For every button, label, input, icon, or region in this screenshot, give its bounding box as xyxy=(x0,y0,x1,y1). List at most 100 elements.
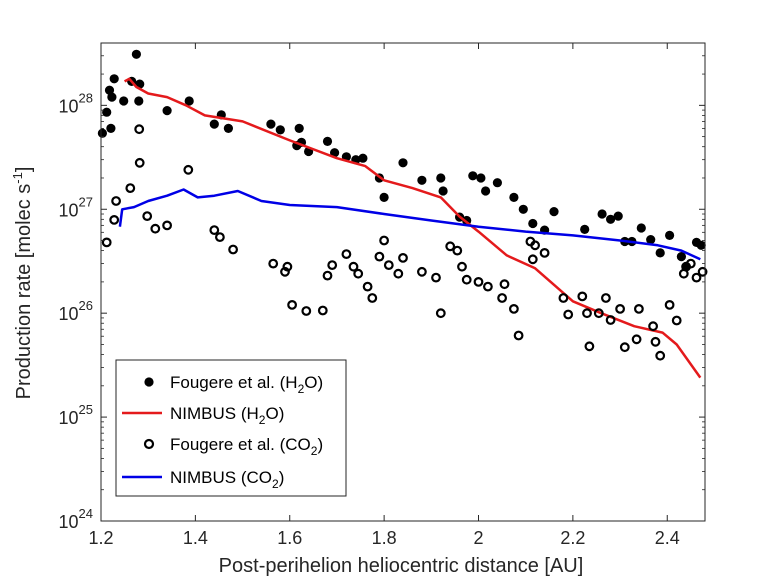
data-point-s0-38 xyxy=(492,178,502,188)
y-tick-label: 1026 xyxy=(59,298,94,324)
data-point-s0-8 xyxy=(131,49,141,59)
data-point-s0-40 xyxy=(518,204,528,214)
legend-label-h2o-model: NIMBUS (H2O) xyxy=(170,404,284,427)
y-tick-label: 1024 xyxy=(59,506,94,532)
y-tick-label: 1027 xyxy=(59,194,94,220)
legend-marker-h2o-obs xyxy=(144,377,154,387)
y-tick-label-exponent: 26 xyxy=(79,298,93,313)
legend-label-co2-model-end: ) xyxy=(279,468,285,487)
data-point-s2-60 xyxy=(648,321,658,332)
y-tick-label-base: 10 xyxy=(59,512,79,532)
data-point-s2-15 xyxy=(282,261,293,272)
data-point-s0-57 xyxy=(696,240,706,250)
data-point-s2-17 xyxy=(301,306,312,316)
data-point-s0-5 xyxy=(109,74,119,84)
data-point-s2-51 xyxy=(582,308,592,319)
data-point-s2-22 xyxy=(348,261,359,272)
y-axis-label: Production rate [molec s-1] xyxy=(10,167,35,400)
data-point-s2-61 xyxy=(650,336,661,347)
plot-area xyxy=(97,49,708,379)
data-point-s2-31 xyxy=(417,266,427,277)
data-point-s2-69 xyxy=(697,266,708,277)
legend-label-co2-obs-main: Fougere et al. (CO xyxy=(170,435,311,454)
data-point-s2-50 xyxy=(577,291,588,302)
data-point-s0-17 xyxy=(275,125,285,135)
data-point-s2-13 xyxy=(268,258,279,269)
data-point-s2-32 xyxy=(431,272,441,283)
data-point-s0-23 xyxy=(330,148,340,158)
data-point-s2-42 xyxy=(509,304,519,314)
legend-label-h2o-obs-sub: 2 xyxy=(298,382,305,396)
y-tick-label-exponent: 24 xyxy=(79,506,93,521)
data-point-s0-22 xyxy=(322,136,333,146)
y-tick-label-base: 10 xyxy=(59,96,79,116)
data-point-s0-43 xyxy=(549,207,559,217)
data-point-s0-44 xyxy=(580,224,590,234)
data-point-s0-28 xyxy=(379,192,389,202)
y-tick-label: 1025 xyxy=(59,402,94,428)
data-point-s2-12 xyxy=(228,244,239,255)
data-point-s2-29 xyxy=(393,268,404,279)
data-point-s0-51 xyxy=(646,235,656,245)
legend-label-h2o-obs-end: O) xyxy=(304,373,323,392)
data-point-s2-49 xyxy=(563,309,574,320)
data-point-s0-1 xyxy=(102,107,112,117)
y-tick-label-base: 10 xyxy=(59,304,79,324)
data-point-s2-16 xyxy=(287,300,298,310)
data-point-s2-20 xyxy=(327,260,338,271)
data-point-s2-5 xyxy=(134,157,145,168)
data-point-s2-1 xyxy=(109,214,120,225)
x-tick-label: 1.8 xyxy=(372,528,397,548)
data-point-s0-31 xyxy=(436,173,446,183)
legend-label-h2o-obs: Fougere et al. (H2O) xyxy=(170,373,323,396)
x-tick-label: 1.6 xyxy=(277,528,302,548)
data-point-s2-35 xyxy=(452,245,463,256)
data-point-s2-24 xyxy=(362,281,373,292)
data-point-s2-43 xyxy=(513,330,524,341)
data-point-s0-35 xyxy=(468,171,478,181)
y-tick-label-exponent: 25 xyxy=(79,402,93,417)
data-point-s2-26 xyxy=(374,251,385,262)
y-tick-label-base: 10 xyxy=(59,200,79,220)
x-axis-label: Post-perihelion heliocentric distance [A… xyxy=(219,555,584,577)
data-point-s0-46 xyxy=(606,214,616,224)
data-point-s2-21 xyxy=(341,249,352,260)
data-point-s2-52 xyxy=(584,341,595,352)
legend-label-co2-model-main: NIMBUS (CO xyxy=(170,468,272,487)
legend-label-co2-obs-end: ) xyxy=(317,435,323,454)
x-tick-label: 2.2 xyxy=(560,528,585,548)
legend-label-co2-obs: Fougere et al. (CO2) xyxy=(170,435,323,458)
data-point-s0-53 xyxy=(665,230,675,240)
data-point-s0-15 xyxy=(223,123,233,133)
data-point-s0-19 xyxy=(294,123,304,133)
data-point-s0-32 xyxy=(438,186,448,196)
data-point-s2-67 xyxy=(685,258,696,269)
data-point-s0-29 xyxy=(398,158,408,168)
data-point-s2-6 xyxy=(142,211,153,222)
data-point-s0-2 xyxy=(104,85,115,95)
data-point-s2-56 xyxy=(615,304,625,314)
y-tick-label-exponent: 28 xyxy=(79,90,93,105)
data-point-s2-54 xyxy=(601,293,611,303)
data-point-s2-28 xyxy=(383,260,394,271)
x-tick-label: 1.4 xyxy=(183,528,208,548)
data-point-s0-54 xyxy=(676,252,687,262)
data-point-s2-38 xyxy=(473,277,484,287)
legend: Fougere et al. (H2O) NIMBUS (H2O) Fouger… xyxy=(115,359,347,497)
data-point-s2-7 xyxy=(150,223,161,234)
data-point-s2-27 xyxy=(379,235,390,246)
data-point-s0-6 xyxy=(119,96,129,106)
x-tick-label: 2.4 xyxy=(655,528,680,548)
data-point-s2-41 xyxy=(499,279,510,290)
data-point-s0-4 xyxy=(107,92,117,102)
data-point-s0-45 xyxy=(597,209,607,219)
data-point-s2-48 xyxy=(558,293,569,303)
data-point-s0-50 xyxy=(636,223,646,233)
data-point-s0-36 xyxy=(476,173,486,183)
data-point-s2-34 xyxy=(445,241,456,252)
y-axis-label-sup: -1 xyxy=(10,172,25,184)
data-point-s0-26 xyxy=(358,153,368,163)
data-point-s2-36 xyxy=(457,261,467,272)
data-point-s0-11 xyxy=(162,106,172,116)
